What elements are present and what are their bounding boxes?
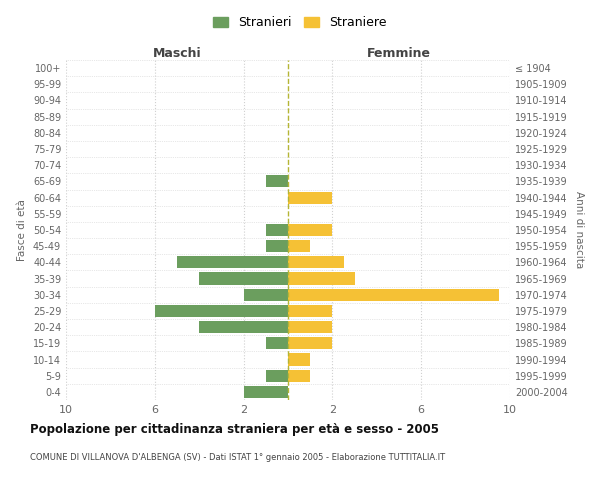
- Bar: [244, 288, 288, 301]
- Bar: [266, 370, 288, 382]
- Bar: [288, 192, 332, 203]
- Text: Femmine: Femmine: [367, 47, 431, 60]
- Text: Maschi: Maschi: [152, 47, 202, 60]
- Bar: [288, 354, 310, 366]
- Y-axis label: Fasce di età: Fasce di età: [17, 199, 27, 261]
- Bar: [288, 338, 332, 349]
- Bar: [199, 321, 288, 333]
- Bar: [266, 224, 288, 236]
- Bar: [266, 240, 288, 252]
- Bar: [288, 288, 499, 301]
- Bar: [266, 176, 288, 188]
- Legend: Stranieri, Straniere: Stranieri, Straniere: [208, 11, 392, 34]
- Bar: [288, 272, 355, 284]
- Bar: [288, 224, 332, 236]
- Bar: [288, 370, 310, 382]
- Bar: [244, 386, 288, 398]
- Bar: [177, 256, 288, 268]
- Bar: [199, 272, 288, 284]
- Text: COMUNE DI VILLANOVA D'ALBENGA (SV) - Dati ISTAT 1° gennaio 2005 - Elaborazione T: COMUNE DI VILLANOVA D'ALBENGA (SV) - Dat…: [30, 452, 445, 462]
- Bar: [288, 321, 332, 333]
- Text: Popolazione per cittadinanza straniera per età e sesso - 2005: Popolazione per cittadinanza straniera p…: [30, 422, 439, 436]
- Y-axis label: Anni di nascita: Anni di nascita: [574, 192, 584, 268]
- Bar: [288, 256, 343, 268]
- Bar: [266, 338, 288, 349]
- Bar: [288, 240, 310, 252]
- Bar: [288, 305, 332, 317]
- Bar: [155, 305, 288, 317]
